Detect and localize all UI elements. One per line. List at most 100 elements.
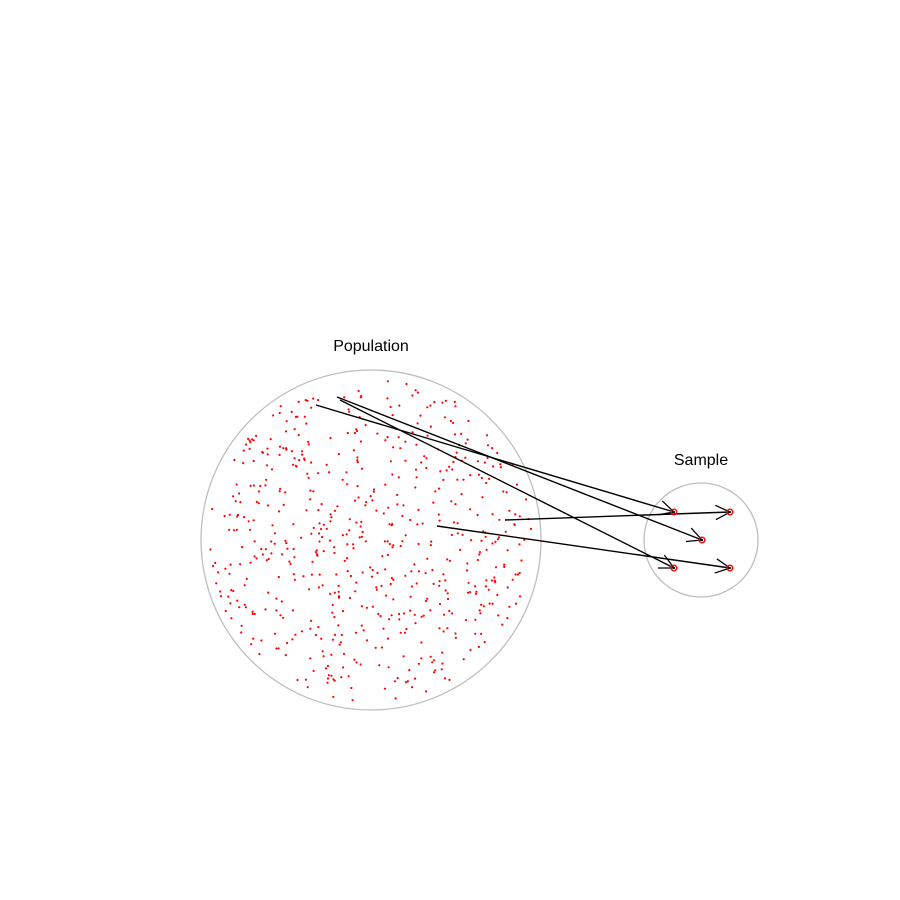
population-point: [340, 676, 343, 679]
population-point: [466, 562, 469, 565]
population-point: [322, 655, 325, 658]
population-point: [391, 414, 394, 417]
population-point: [494, 581, 497, 584]
population-point: [513, 523, 516, 526]
population-point: [383, 540, 386, 543]
population-point: [296, 678, 299, 682]
population-point: [422, 614, 425, 617]
population-point: [415, 582, 418, 585]
population-point: [397, 436, 400, 439]
population-point: [425, 690, 428, 693]
population-point: [291, 609, 295, 612]
population-point: [397, 476, 400, 479]
population-point: [303, 457, 306, 460]
population-point: [441, 401, 444, 404]
population-point: [446, 627, 449, 630]
population-point: [215, 582, 218, 585]
population-point: [466, 438, 469, 441]
population-point: [339, 641, 342, 644]
population-point: [423, 455, 426, 458]
population-point: [454, 503, 457, 506]
population-point: [310, 461, 313, 464]
population-point: [364, 504, 367, 507]
population-point: [309, 489, 312, 492]
population-point: [455, 451, 458, 454]
population-point: [474, 592, 477, 596]
population-point: [317, 398, 320, 402]
population-point: [278, 411, 281, 415]
population-point: [383, 687, 386, 690]
population-point: [217, 571, 220, 574]
population-point: [506, 617, 509, 620]
population-point: [355, 661, 358, 664]
population-point: [488, 602, 491, 605]
population-point: [348, 410, 351, 413]
population-point: [360, 467, 364, 470]
population-point: [234, 500, 237, 503]
population-point: [429, 544, 432, 547]
population-point: [491, 602, 494, 605]
population-point: [491, 542, 494, 545]
population-point: [419, 414, 422, 417]
population-point: [214, 561, 217, 565]
population-point: [491, 513, 494, 516]
population-point: [443, 677, 447, 680]
population-point: [398, 612, 401, 616]
population-point: [411, 686, 414, 689]
population-point: [209, 548, 212, 551]
population-point: [281, 553, 284, 556]
population-point: [401, 514, 404, 518]
population-point: [253, 540, 256, 543]
population-point: [319, 528, 323, 531]
population-point: [305, 422, 308, 425]
population-point: [404, 534, 407, 537]
population-point: [273, 542, 276, 545]
population-point: [304, 678, 307, 681]
population-point: [402, 655, 405, 658]
population-point: [277, 647, 280, 650]
population-point: [448, 559, 451, 563]
population-point: [479, 612, 482, 615]
population-point: [469, 508, 472, 511]
population-point: [255, 434, 258, 437]
population-point: [414, 622, 417, 625]
population-point: [284, 539, 287, 543]
population-point: [465, 619, 468, 622]
population-point: [518, 571, 521, 575]
population-point: [459, 548, 462, 552]
population-point: [399, 631, 402, 634]
population-point: [278, 490, 281, 493]
population-point: [396, 677, 399, 680]
population-point: [312, 490, 315, 493]
population-point: [448, 465, 451, 468]
population-point: [389, 460, 392, 463]
population-point: [424, 599, 427, 603]
sample-point-center: [728, 510, 732, 514]
population-point: [486, 444, 490, 447]
population-point: [345, 471, 348, 474]
population-point: [409, 609, 412, 612]
population-point: [259, 484, 262, 488]
population-point: [390, 577, 393, 580]
population-point: [223, 515, 226, 518]
population-point: [449, 419, 452, 423]
population-point: [384, 568, 387, 571]
population-point: [424, 572, 427, 575]
sample-point-center: [728, 566, 732, 570]
population-point: [289, 562, 292, 566]
population-point: [255, 557, 258, 560]
population-point: [328, 471, 331, 474]
population-point: [331, 638, 335, 641]
population-point: [390, 614, 393, 617]
population-point: [502, 490, 505, 493]
population-point: [444, 399, 447, 402]
population-point: [372, 490, 375, 493]
population-point: [438, 519, 441, 522]
population-point: [391, 473, 394, 476]
population-point: [438, 584, 441, 587]
population-point: [322, 523, 325, 526]
population-point: [352, 543, 355, 546]
population-point: [371, 568, 374, 572]
population-point: [248, 528, 252, 531]
population-point: [360, 535, 363, 538]
